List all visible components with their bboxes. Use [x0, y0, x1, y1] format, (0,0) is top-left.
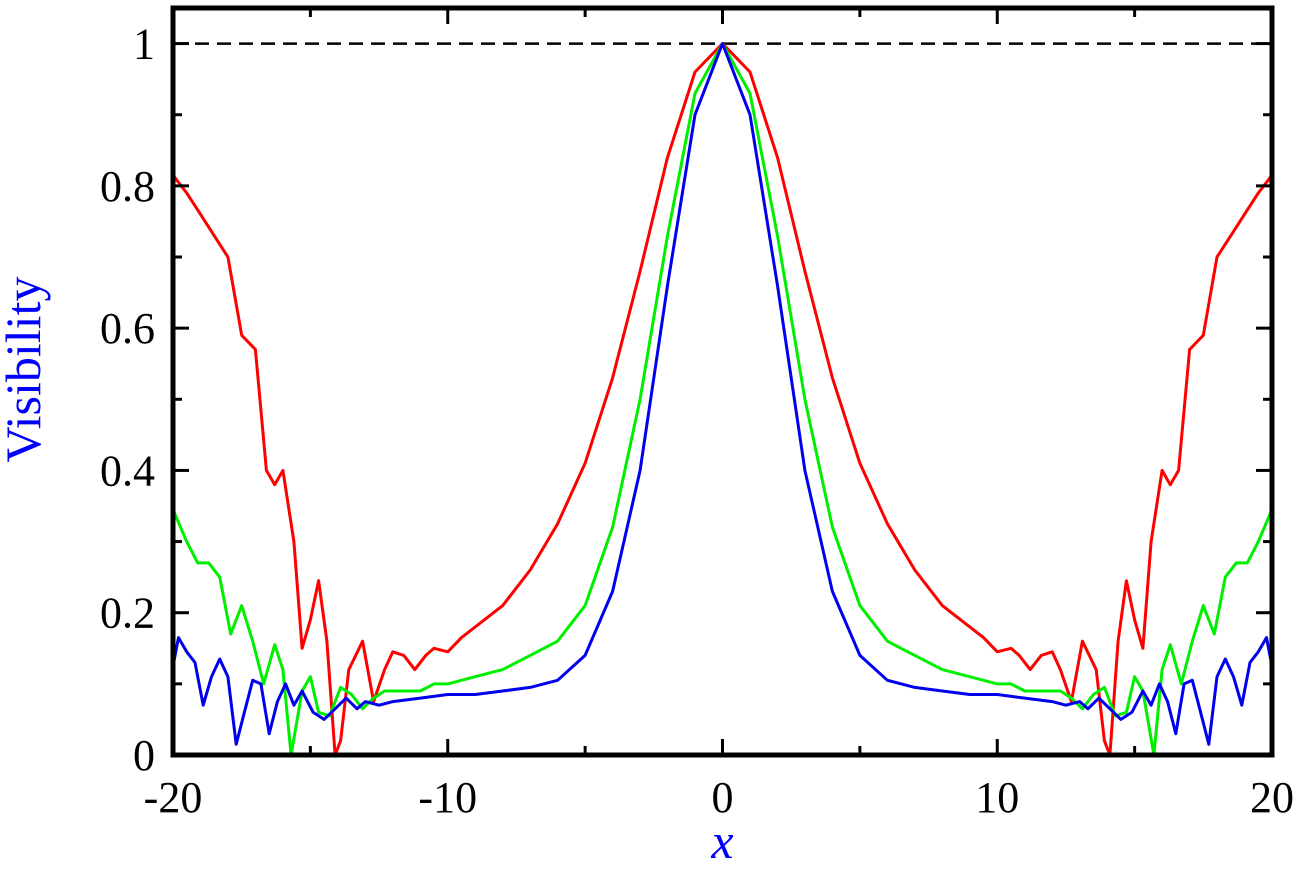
x-tick-label: 20: [1250, 773, 1294, 822]
series-line-1: [173, 42, 1272, 755]
series-layer: [173, 42, 1272, 755]
axis-ticks: [171, 8, 1274, 757]
y-tick-label: 0.4: [100, 446, 155, 495]
plot-frame: [170, 5, 1275, 758]
y-tick-label: 0.2: [100, 589, 155, 638]
y-axis-label: Visibility: [0, 277, 51, 463]
x-tick-label: 0: [712, 773, 734, 822]
x-tick-label: -20: [144, 773, 203, 822]
y-tick-label: 0.8: [100, 162, 155, 211]
x-axis-label: x: [710, 813, 733, 869]
y-tick-label: 0: [133, 731, 155, 780]
tick-labels: -20 -10 0 10 20 0 0.2 0.4 0.6 0.8 1: [100, 20, 1294, 822]
x-tick-label: 10: [975, 773, 1019, 822]
series-line-2: [173, 42, 1272, 755]
y-tick-label: 1: [133, 20, 155, 69]
y-tick-label: 0.6: [100, 304, 155, 353]
series-line-3: [173, 42, 1272, 746]
x-tick-label: -10: [418, 773, 477, 822]
